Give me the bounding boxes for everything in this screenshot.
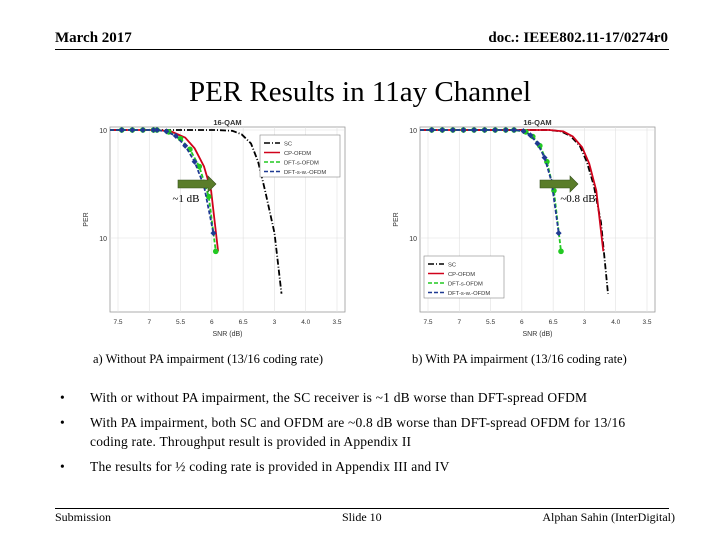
chart-title: 16-QAM (213, 118, 241, 127)
series-marker (172, 132, 179, 139)
x-tick-label: 6 (210, 319, 214, 326)
series-marker (492, 127, 499, 133)
chart-title: 16-QAM (523, 118, 551, 127)
series-marker (210, 230, 217, 237)
x-tick-label: 7 (457, 319, 461, 326)
series-marker (163, 128, 170, 135)
per-chart-without-pa: 7.5 7 5.5 6 6.5 3 4.0 3.5 10 10 SNR (dB) PER 16-QAM S… (75, 115, 360, 340)
legend-label: DFT-s-OFDM (284, 161, 319, 167)
series-marker (428, 127, 435, 133)
bullet-text: The results for ½ coding rate is provide… (90, 459, 450, 474)
x-tick-label: 6.5 (239, 319, 248, 326)
series-marker (520, 128, 527, 135)
bullet-item: • The results for ½ coding rate is provid… (60, 457, 660, 476)
chart-svg: 7.5 7 5.5 6 6.5 3 4.0 3.5 10 10 SNR (dB) PER 16-QAM S… (393, 118, 656, 338)
series-marker (481, 127, 488, 133)
y-tick-label: 10 (409, 128, 417, 135)
x-tick-label: 7 (147, 319, 151, 326)
series-marker (555, 230, 562, 237)
legend-label: CP-OFDM (448, 272, 475, 278)
x-tick-label: 5.5 (176, 319, 185, 326)
series-marker (212, 248, 219, 255)
annotation-text: ~0.8 dB (560, 193, 595, 205)
series-marker (196, 163, 203, 170)
series-marker (129, 127, 136, 133)
y-tick-label: 10 (409, 236, 417, 243)
chart-legend: SC CP-OFDM DFT-s-OFDM DFT-s-w.-OFDM (259, 134, 341, 178)
legend-label: CP-OFDM (284, 151, 311, 157)
bullet-item: • With PA impairment, both SC and OFDM ar… (60, 413, 660, 451)
bullet-text: With or without PA impairment, the SC re… (90, 390, 588, 405)
footer-author: Alphan Sahin (InterDigital) (542, 510, 675, 524)
series-marker (439, 127, 446, 133)
x-tick-label: 3.5 (332, 319, 341, 326)
x-tick-label: 7.5 (113, 319, 122, 326)
x-tick-label: 3 (273, 319, 277, 326)
x-tick-label: 4.0 (611, 319, 620, 326)
x-tick-label: 5.5 (486, 319, 495, 326)
series-marker (460, 127, 467, 133)
series-marker (139, 127, 146, 133)
legend-label: SC (448, 263, 456, 269)
footer-divider (55, 508, 669, 509)
legend-box (423, 255, 505, 299)
bullet-marker: • (60, 390, 65, 405)
slide-title: PER Results in 11ay Channel (188, 76, 532, 108)
series-marker (449, 127, 456, 133)
x-axis-label: SNR (dB) (523, 331, 553, 338)
series-marker (502, 127, 509, 133)
series-line (420, 129, 605, 252)
footer-slide-number: Slide 10 (342, 510, 382, 524)
series-marker (527, 132, 534, 139)
legend-label: SC (284, 142, 292, 148)
bullet-list: • With or without PA impairment, the SC r… (60, 388, 660, 482)
annotation-arrow (539, 175, 579, 193)
series-marker (150, 127, 157, 133)
series-marker (558, 248, 564, 255)
header-doc-id: doc.: IEEE802.11-17/0274r0 (488, 30, 668, 46)
bullet-text: With PA impairment, both SC and OFDM are… (90, 415, 626, 449)
series-marker (205, 193, 212, 200)
legend-label: DFT-s-w.-OFDM (284, 170, 326, 176)
series-marker (471, 127, 478, 133)
chart-legend: SC CP-OFDM DFT-s-OFDM DFT-s-w.-OFDM (423, 255, 505, 299)
x-tick-label: 3.5 (642, 319, 651, 326)
x-tick-label: 3 (583, 319, 587, 326)
x-tick-label: 7.5 (423, 319, 432, 326)
series-line (110, 129, 283, 294)
series-marker (154, 127, 160, 133)
header-date: March 2017 (55, 30, 132, 46)
legend-label: DFT-s-w.-OFDM (448, 291, 490, 297)
series-marker (182, 142, 189, 149)
legend-box (259, 134, 341, 178)
caption-with-pa: b) With PA impairment (13/16 coding rate… (412, 352, 627, 366)
header-divider (55, 49, 669, 50)
x-tick-label: 6.5 (549, 319, 558, 326)
bullet-marker: • (60, 415, 65, 430)
series-line (420, 129, 560, 234)
series-marker (541, 154, 548, 161)
series-marker (191, 158, 198, 165)
y-tick-label: 10 (99, 236, 107, 243)
y-axis-label: PER (393, 212, 400, 226)
series-marker (511, 127, 517, 133)
x-tick-label: 4.0 (301, 319, 310, 326)
legend-label: DFT-s-OFDM (448, 282, 483, 288)
y-tick-label: 10 (99, 128, 107, 135)
bullet-marker: • (60, 459, 65, 474)
chart-svg: 7.5 7 5.5 6 6.5 3 4.0 3.5 10 10 SNR (dB) PER 16-QAM S… (83, 118, 346, 338)
per-chart-with-pa: 7.5 7 5.5 6 6.5 3 4.0 3.5 10 10 SNR (dB) PER 16-QAM S… (385, 115, 670, 340)
footer-submission: Submission (55, 510, 112, 524)
bullet-item: • With or without PA impairment, the SC r… (60, 388, 660, 407)
caption-without-pa: a) Without PA impairment (13/16 coding r… (93, 352, 324, 366)
x-tick-label: 6 (520, 319, 524, 326)
x-axis-label: SNR (dB) (213, 331, 243, 338)
y-axis-label: PER (83, 212, 90, 226)
annotation-arrow (177, 175, 217, 193)
series-marker (118, 127, 125, 133)
series-marker (534, 140, 541, 147)
annotation-text: ~1 dB (172, 193, 199, 205)
